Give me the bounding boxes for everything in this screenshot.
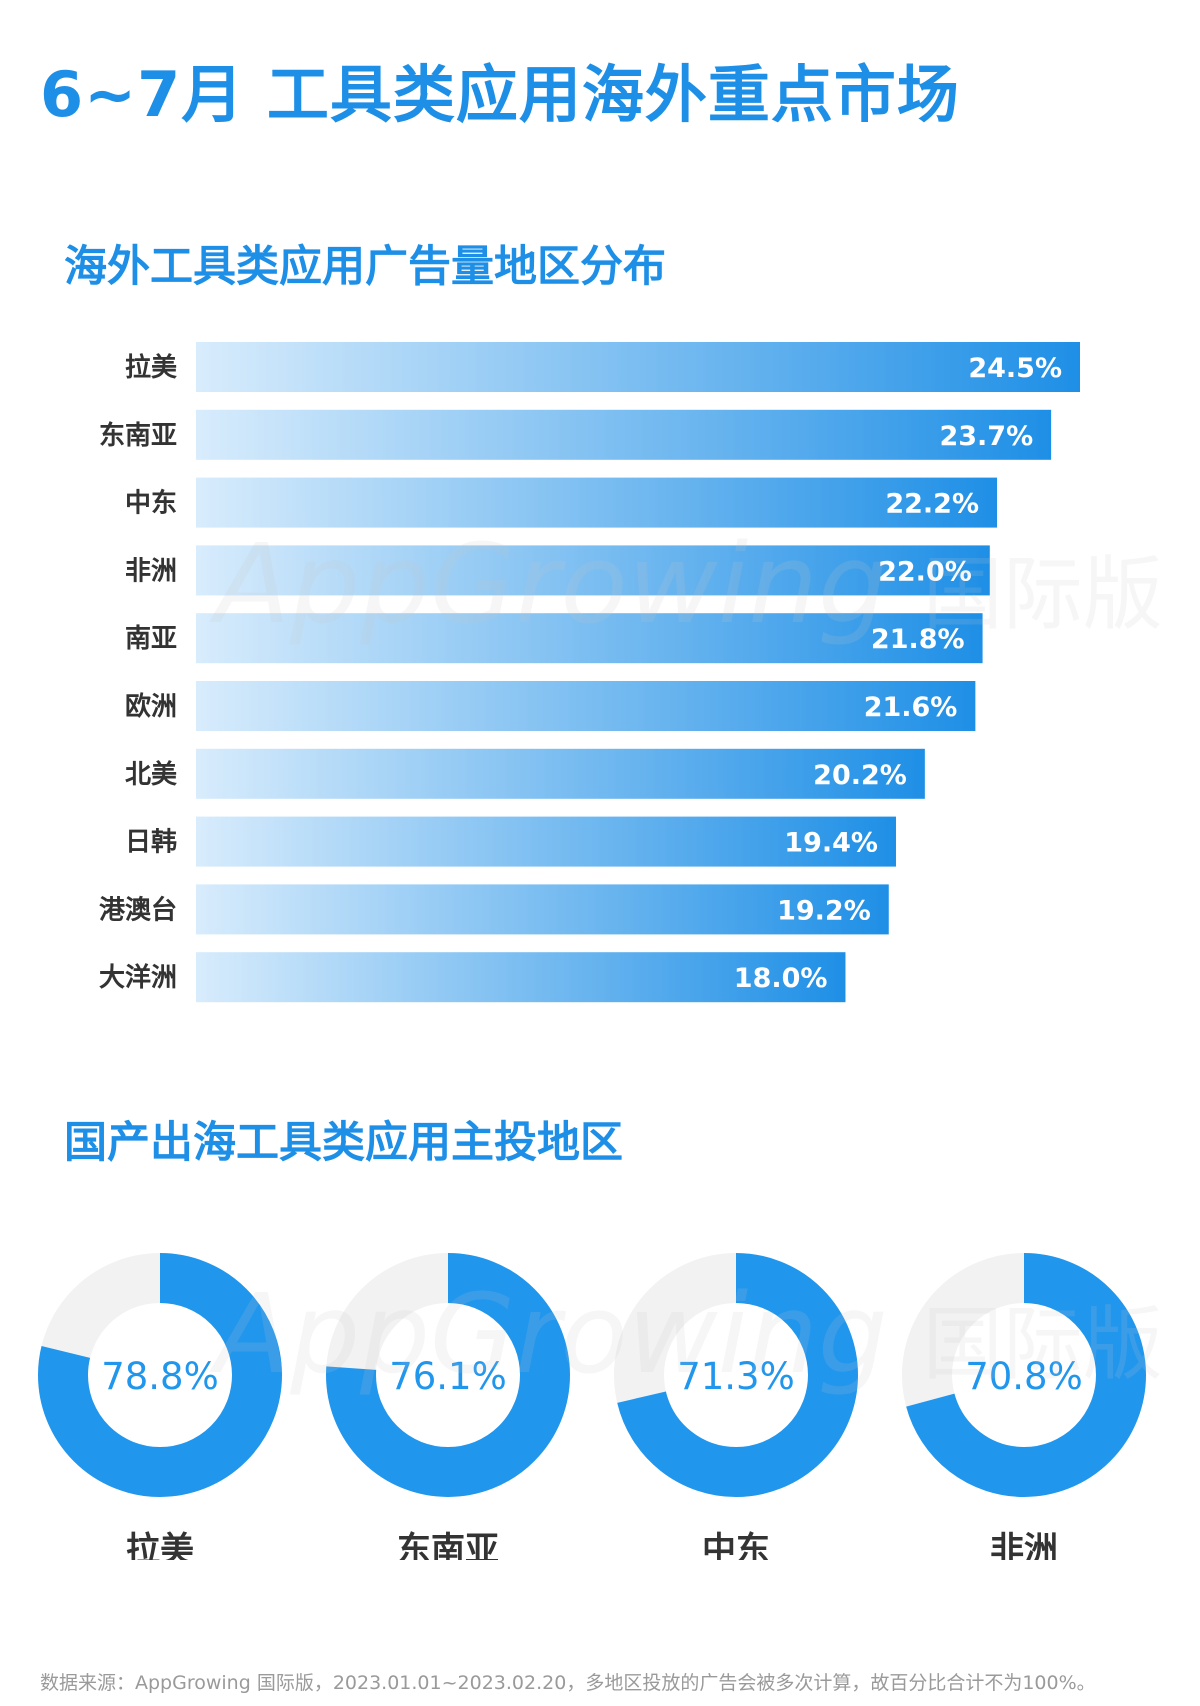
- bar-category-label: 南亚: [125, 624, 177, 654]
- region-bar-chart: 拉美 24.5% 东南亚 23.7% 中东 22.2% 非洲 22.0% 南亚 21.8% 欧洲 21…: [99, 342, 1080, 1003]
- bar-value-label: 19.2%: [777, 895, 871, 926]
- bar-value-label: 20.2%: [813, 760, 907, 791]
- bar-category-label: 欧洲: [125, 691, 177, 722]
- donut-slice: [38, 1253, 282, 1497]
- bar-value-label: 22.0%: [878, 556, 972, 587]
- donut-value-label: 70.8%: [965, 1355, 1083, 1398]
- donut-value-label: 78.8%: [101, 1355, 219, 1398]
- bar-value-label: 24.5%: [968, 353, 1062, 384]
- bar-category-label: 非洲: [125, 556, 177, 586]
- bar-value-label: 23.7%: [939, 421, 1033, 452]
- bar: [196, 884, 889, 935]
- donut-slice: [614, 1253, 858, 1497]
- bar: [196, 748, 925, 799]
- bar-category-label: 大洋洲: [99, 962, 177, 993]
- bar: [196, 816, 896, 867]
- bar: [196, 952, 846, 1003]
- donut-category-label: 拉美: [126, 1530, 194, 1560]
- donut-slice: [902, 1253, 1146, 1497]
- bar: [196, 342, 1080, 392]
- bar-value-label: 21.6%: [864, 692, 958, 723]
- bar-category-label: 拉美: [125, 352, 177, 383]
- bar-chart-title: 海外工具类应用广告量地区分布: [64, 242, 666, 292]
- donut-slice: [326, 1253, 570, 1497]
- bar-value-label: 19.4%: [784, 828, 878, 859]
- bar-category-label: 日韩: [125, 828, 177, 858]
- bar-value-label: 22.2%: [885, 489, 979, 520]
- bar-category-label: 东南亚: [99, 420, 177, 451]
- donut-category-label: 中东: [702, 1530, 770, 1560]
- data-source-footnote: 数据来源：AppGrowing 国际版，2023.01.01~2023.02.2…: [40, 1672, 1096, 1694]
- bar-value-label: 21.8%: [871, 624, 965, 655]
- donut-value-label: 76.1%: [389, 1355, 507, 1398]
- bar: [196, 613, 983, 664]
- bar-category-label: 中东: [125, 488, 177, 519]
- donut-value-label: 71.3%: [677, 1355, 795, 1398]
- bar: [196, 681, 976, 731]
- page-title: 6~7月 工具类应用海外重点市场: [40, 58, 960, 131]
- bar-category-label: 北美: [125, 759, 177, 790]
- region-donut-charts: 78.8% 拉美 76.1% 东南亚 71.3% 中东 70.8% 非洲: [38, 1253, 1146, 1560]
- donut-category-label: 东南亚: [397, 1530, 499, 1560]
- donut-category-label: 非洲: [990, 1530, 1058, 1560]
- bar: [196, 545, 990, 596]
- bar: [196, 409, 1052, 460]
- bar: [196, 477, 998, 528]
- bar-category-label: 港澳台: [99, 894, 177, 925]
- bar-value-label: 18.0%: [734, 963, 828, 994]
- donut-chart-title: 国产出海工具类应用主投地区: [64, 1118, 623, 1168]
